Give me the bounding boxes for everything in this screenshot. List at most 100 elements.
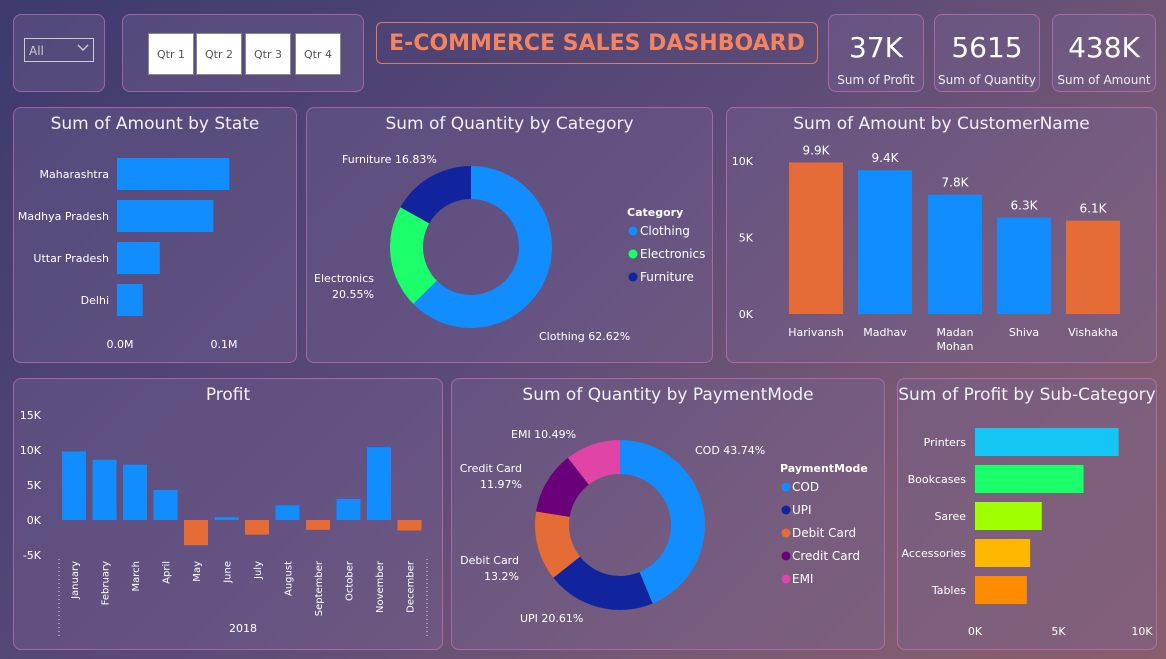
subcategory-x-tick: 0K <box>968 625 983 638</box>
profit-month-label: June <box>223 561 234 584</box>
subcategory-chart-panel: Sum of Profit by Sub-Category Printers Bo… <box>897 378 1157 650</box>
profit-chart-panel: Profit -5K 0K 5K 10K 15K January February March… <box>13 378 443 650</box>
subcategory-bar <box>975 576 1027 604</box>
payment-legend-title: PaymentMode <box>780 462 868 475</box>
category-legend-marker <box>628 226 638 236</box>
payment-slice-label: EMI 10.49% <box>511 428 576 441</box>
subcategory-label: Tables <box>931 584 966 597</box>
profit-bar <box>397 520 422 531</box>
slicer-panel <box>13 14 105 92</box>
profit-y-tick: 0K <box>27 514 42 527</box>
state-bar <box>117 158 230 190</box>
kpi-value: 5615 <box>951 31 1023 64</box>
payment-slice <box>553 556 653 610</box>
profit-month-label: December <box>406 560 417 613</box>
subcategory-bar-chart: Printers Bookcases Saree Accessories Tables 0… <box>902 428 1153 638</box>
kpi-value: 37K <box>849 31 903 64</box>
payment-slice-label: 11.97% <box>480 478 522 491</box>
profit-bar <box>92 459 117 520</box>
qtr-1-button[interactable]: Qtr 1 <box>148 33 194 75</box>
payment-slice-label: UPI 20.61% <box>520 612 583 625</box>
profit-month-label: July <box>253 561 264 580</box>
chevron-down-icon <box>77 44 89 51</box>
slicer-value: All <box>29 44 44 58</box>
category-slice <box>390 207 437 304</box>
subcategory-label: Saree <box>934 510 966 523</box>
chart-title: Sum of Amount by CustomerName <box>793 114 1090 134</box>
profit-bar <box>336 499 361 520</box>
customer-data-label: 9.9K <box>803 144 831 158</box>
category-slice-label: Furniture 16.83% <box>342 153 437 166</box>
customer-data-label: 7.8K <box>942 176 970 190</box>
customer-data-label: 9.4K <box>872 151 900 165</box>
customer-bar <box>858 170 912 314</box>
chart-title: Sum of Quantity by Category <box>385 114 634 134</box>
customer-bar <box>789 162 843 314</box>
customer-y-tick: 10K <box>732 155 754 168</box>
payment-chart-panel: Sum of Quantity by PaymentMode COD 43.74… <box>451 378 885 650</box>
category-legend-marker <box>628 249 638 259</box>
state-bar <box>117 284 143 316</box>
profit-y-tick: 10K <box>20 444 42 457</box>
subcategory-label: Printers <box>924 436 967 449</box>
payment-legend-label: Credit Card <box>792 549 860 563</box>
customer-category-label: Mohan <box>937 340 974 353</box>
profit-x-axis-label: 2018 <box>229 622 257 635</box>
customer-y-tick: 0K <box>739 308 754 321</box>
dashboard-title: E-COMMERCE SALES DASHBOARD <box>376 22 818 64</box>
payment-slice <box>536 457 589 517</box>
payment-legend-marker <box>781 505 791 515</box>
kpi-value: 438K <box>1068 31 1140 64</box>
category-slice <box>413 166 552 328</box>
qtr-2-button[interactable]: Qtr 2 <box>196 33 242 75</box>
slicer-dropdown[interactable]: All <box>24 38 94 62</box>
kpi-card-quantity: 5615 Sum of Quantity <box>934 14 1040 92</box>
category-legend-label: Clothing <box>640 224 690 238</box>
kpi-card-profit: 37K Sum of Profit <box>828 14 924 92</box>
payment-legend-label: Debit Card <box>792 526 856 540</box>
payment-legend-label: COD <box>792 480 819 494</box>
payment-slice-label: Credit Card <box>460 462 522 475</box>
subcategory-x-tick: 10K <box>1131 625 1153 638</box>
payment-legend-marker <box>781 482 791 492</box>
profit-bar <box>153 489 178 520</box>
customer-bar <box>1066 220 1120 314</box>
profit-bar <box>245 520 269 535</box>
payment-legend-label: UPI <box>792 503 812 517</box>
chart-title: Sum of Quantity by PaymentMode <box>522 385 814 405</box>
chart-title: Sum of Amount by State <box>50 114 260 134</box>
customer-category-label: Shiva <box>1009 326 1039 339</box>
payment-slice <box>567 440 620 485</box>
payment-slice-label: Debit Card <box>460 554 519 567</box>
customer-data-label: 6.3K <box>1011 199 1039 213</box>
profit-bar <box>367 447 391 520</box>
customer-category-label: Vishakha <box>1068 326 1118 339</box>
chart-title: Sum of Profit by Sub-Category <box>898 385 1156 405</box>
profit-bar <box>275 505 300 520</box>
state-category-label: Delhi <box>81 294 109 307</box>
payment-slice <box>620 440 705 604</box>
category-donut-chart: Clothing 62.62% Electronics 20.55% Furnitur… <box>314 153 705 343</box>
qtr-3-button[interactable]: Qtr 3 <box>245 33 291 75</box>
payment-legend-marker <box>781 551 791 561</box>
customer-category-label: Madhav <box>863 326 907 339</box>
category-legend-marker <box>628 272 638 282</box>
category-slice-label: Clothing 62.62% <box>539 330 630 343</box>
category-slice-label: Electronics <box>314 272 374 285</box>
customer-bar-chart: 0K 5K 10K 9.9K Harivansh 9.4K Madhav 7.8K MadanM… <box>732 144 1120 353</box>
payment-legend-label: EMI <box>792 572 813 586</box>
state-category-label: Maharashtra <box>40 168 110 181</box>
payment-slice-label: 13.2% <box>484 570 519 583</box>
category-slice <box>400 166 471 224</box>
state-x-tick: 0.1M <box>211 338 238 351</box>
customer-category-label: Harivansh <box>788 326 844 339</box>
profit-y-tick: 5K <box>27 479 42 492</box>
subcategory-x-tick: 5K <box>1051 625 1066 638</box>
profit-bar <box>123 464 147 520</box>
profit-month-label: August <box>284 561 295 596</box>
profit-column-chart: -5K 0K 5K 10K 15K January February March April Ma… <box>20 409 428 637</box>
customer-bar <box>997 217 1051 314</box>
subcategory-bar <box>975 502 1042 530</box>
qtr-4-button[interactable]: Qtr 4 <box>295 33 341 75</box>
category-slice-label: 20.55% <box>332 288 374 301</box>
